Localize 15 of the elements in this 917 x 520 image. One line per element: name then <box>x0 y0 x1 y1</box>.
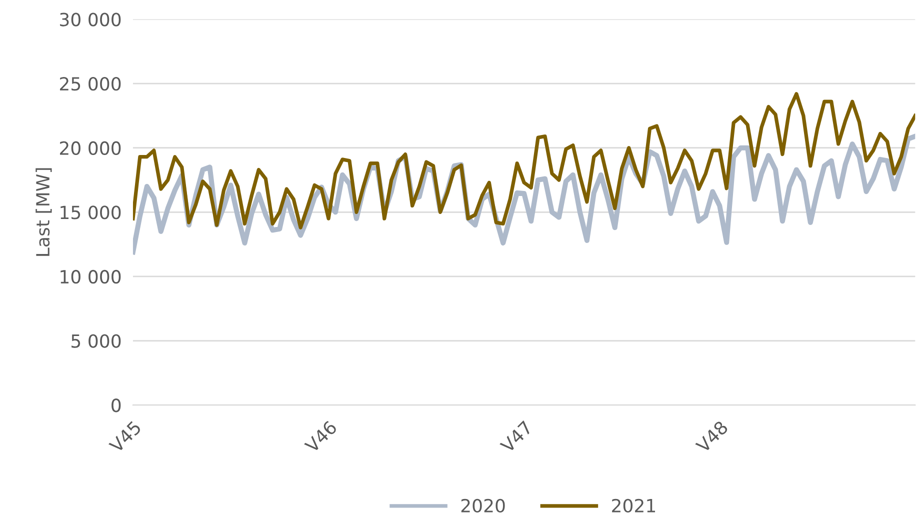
line-series <box>132 92 916 230</box>
legend-label: 2020 <box>461 498 505 512</box>
legend-label: 2021 <box>612 498 656 512</box>
y-tick-label: 20 000 <box>60 141 121 155</box>
y-tick-label: 25 000 <box>60 77 121 91</box>
y-axis-title: Last [MW] <box>36 168 52 256</box>
y-tick-label: 10 000 <box>60 270 121 284</box>
y-tick-label: 15 000 <box>60 206 121 220</box>
y-tick-label: 30 000 <box>60 12 121 26</box>
x-tick-label: V48 <box>694 420 729 454</box>
x-tick-label: V45 <box>108 420 142 454</box>
x-tick-label: V47 <box>500 420 533 454</box>
y-tick-label: 0 <box>112 398 121 412</box>
y-tick-label: 5 000 <box>72 334 121 348</box>
x-tick-label: V46 <box>304 420 338 454</box>
